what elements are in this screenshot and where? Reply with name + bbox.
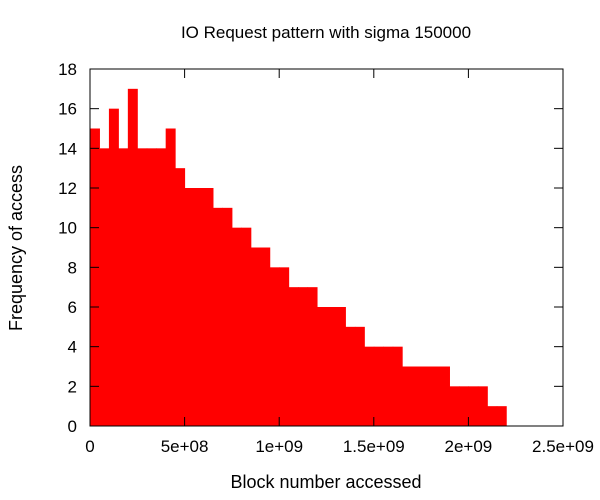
bar xyxy=(487,406,498,426)
bar xyxy=(137,148,148,427)
bar xyxy=(99,148,110,427)
bar xyxy=(411,366,422,426)
bar xyxy=(241,227,252,426)
bar xyxy=(288,287,299,426)
bar xyxy=(402,366,413,426)
bar xyxy=(194,188,205,426)
bar xyxy=(231,227,242,426)
y-tick-label: 16 xyxy=(58,100,77,119)
bar xyxy=(354,326,365,426)
y-axis-label: Frequency of access xyxy=(6,165,26,331)
y-tick-label: 10 xyxy=(58,219,77,238)
bar xyxy=(449,386,460,426)
bar xyxy=(222,207,233,426)
bar xyxy=(260,247,271,426)
x-tick-label: 1.5e+09 xyxy=(343,437,405,456)
bar xyxy=(317,307,327,426)
x-tick-label: 2e+09 xyxy=(445,437,493,456)
bar xyxy=(165,128,176,426)
y-tick-label: 12 xyxy=(58,179,77,198)
bar xyxy=(364,346,375,426)
bar xyxy=(90,128,100,426)
y-tick-label: 4 xyxy=(68,338,77,357)
bar xyxy=(458,386,469,426)
bar xyxy=(298,287,309,426)
bar xyxy=(146,148,157,427)
bar xyxy=(175,168,186,426)
bars xyxy=(90,88,507,427)
y-tick-label: 0 xyxy=(68,417,77,436)
bar xyxy=(269,267,280,426)
bar xyxy=(212,207,223,426)
bar xyxy=(421,366,432,426)
x-tick-label: 1e+09 xyxy=(255,437,303,456)
x-tick-label: 5e+08 xyxy=(161,437,209,456)
bar xyxy=(326,307,337,426)
bar xyxy=(383,346,394,426)
bar xyxy=(440,366,450,426)
bar xyxy=(373,346,384,426)
bar xyxy=(279,267,290,426)
bar xyxy=(108,108,119,427)
bar xyxy=(392,346,403,426)
y-tick-label: 14 xyxy=(58,139,77,158)
x-tick-label: 0 xyxy=(85,437,94,456)
x-tick-label: 2.5e+09 xyxy=(532,437,594,456)
bar xyxy=(250,247,261,426)
plot-frame xyxy=(89,68,564,427)
y-tick-label: 6 xyxy=(68,298,77,317)
y-tick-label: 18 xyxy=(58,60,77,79)
bar xyxy=(184,188,195,426)
x-axis-label: Block number accessed xyxy=(230,472,421,492)
y-tick-label: 8 xyxy=(68,258,77,277)
bar xyxy=(496,406,507,426)
y-tick-label: 2 xyxy=(68,377,77,396)
bar xyxy=(307,287,318,426)
bar xyxy=(345,326,356,426)
bar xyxy=(127,88,138,426)
bar xyxy=(203,188,214,426)
bar xyxy=(430,366,441,426)
bar xyxy=(156,148,167,427)
axis-ticks: 0 2 4 6 8 10 12 14 16 18 0 5e+08 1e+09 1.5e+09 2e+09 2.… xyxy=(58,60,594,456)
chart-title: IO Request pattern with sigma 150000 xyxy=(181,23,471,42)
bar xyxy=(335,307,346,426)
bar xyxy=(477,386,488,426)
bar xyxy=(118,148,129,427)
bar xyxy=(468,386,479,426)
